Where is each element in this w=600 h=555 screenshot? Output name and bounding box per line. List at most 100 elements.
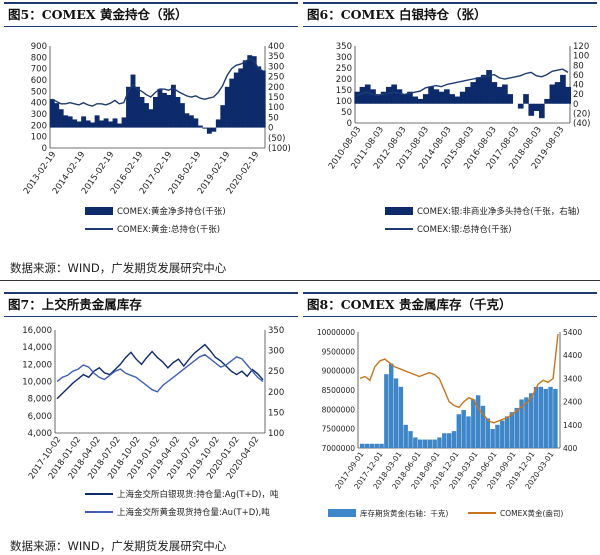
fig6-left-tick-label: 200 [336,75,352,85]
fig6-area-bar [380,91,387,104]
fig5-left-tick-label: 700 [31,65,47,75]
fig8-right-tick-label: 5400 [563,328,582,337]
fig7-series-line [56,353,264,393]
fig6-area-bar [359,86,366,104]
fig8-bar [495,424,500,448]
fig8-bar [437,437,442,448]
fig7-chart: 16,000 14,000 12,000 10,000 8,000 6,000 4,000 3… [22,326,284,518]
fig6-left-tick-label: 350 [336,42,352,52]
fig8-bar [553,388,558,448]
fig5-right-tick-label: 250 [268,73,284,83]
fig5-area-bar [117,123,122,128]
fig5-area-bar [108,121,114,128]
fig6-area-bar [560,74,566,104]
fig6-area-bar [486,70,492,104]
fig5-area-bar [251,56,257,128]
fig6-area-bar [422,94,429,104]
fig5-area-bar [139,97,145,128]
fig5-left-tick-label: 500 [31,87,47,97]
fig6-left-tick-label: 100 [336,97,352,107]
fig6-header: 图6：COMEX 白银持仓（张） [303,2,597,27]
fig5-area-bar [220,105,226,128]
fig5-area-bar [179,103,185,128]
fig8-bar [490,429,495,448]
fig5-area-bar [206,127,212,134]
fig8-bar [529,393,534,448]
fig5-legend-label: COMEX:黄金净多持仓(千张) [117,206,226,217]
fig8-bar [504,416,510,448]
fig5-left-tick-label: 200 [31,121,47,131]
fig7-right-tick-label: 200 [268,388,284,398]
fig5-left-tick-label: 800 [31,53,47,63]
fig5-area-bar [202,127,208,129]
fig5-header: 图5：COMEX 黄金持仓（张） [4,2,298,27]
fig8-bar [514,407,519,448]
fig6-area-bar [407,91,413,104]
fig5-series-line [51,57,264,107]
source-note-bottom: 数据来源：WIND，广发期货发展研究中心 [10,539,227,553]
fig7-legend-label: 上海金交所黄金现货持仓量:Au(T+D),吨 [117,507,270,518]
fig8-bar [374,443,379,448]
fig8-bar [422,439,428,448]
fig5-area-bar [81,116,87,128]
fig5-left-tick-label: 600 [31,76,47,86]
fig6-area-bar [549,84,556,104]
fig6-area-bar [538,103,545,119]
fig8-left-tick-label: 8000000 [322,405,356,414]
divider [0,280,600,281]
fig8-bar [417,439,423,448]
fig7-legend-label: 上海金交所白银现货:持仓量:Ag(T+D)，吨 [117,489,279,500]
fig6-left-tick-label: 0 [347,119,352,129]
fig8-bar [427,439,433,448]
fig5-right-tick-label: 150 [268,93,284,103]
fig5-area-bar [54,103,60,128]
fig6-area-bar [364,84,371,104]
fig6-area-bar [517,103,524,109]
fig6-chart: 350300250200150100500120100806040200(20)… [327,42,591,235]
fig8-bar [471,399,476,448]
fig6-area-bar [449,94,455,104]
fig6-left-tick-label: 150 [336,86,352,96]
fig6-area-bar [444,89,450,104]
fig6-area-bar [533,103,540,111]
fig8-bar [524,397,529,448]
fig5-area-bar [211,127,217,132]
fig8-left-tick-label: 10000000 [317,328,355,337]
fig7-left-tick-label: 16,000 [22,326,52,336]
fig8-bar [456,414,462,448]
fig8-bar [388,363,394,448]
fig5-area-bar [58,109,64,128]
fig8-legend-label: COMEX黄金(盎司) [500,508,563,518]
source-note-top: 数据来源：WIND，广发期货发展研究中心 [10,261,227,275]
fig5-area-bar [63,115,69,128]
fig5-area-bar [103,118,109,128]
fig8-bar [485,418,491,448]
fig6-area-bar [396,89,403,104]
fig6-area-bar [480,74,487,104]
fig5-area-bar [170,84,176,128]
fig5-right-tick-label: 300 [268,62,284,72]
fig6-right-tick-label: 0 [573,100,578,110]
fig5-right-tick-label: 200 [268,83,284,93]
fig5-area-bar [238,68,244,128]
fig6-area-bar [475,77,482,104]
fig8-right-tick-label: 3400 [563,374,582,383]
fig6-right-tick-label: (40) [573,119,590,129]
fig6-right-tick-label: 60 [573,71,584,81]
fig6-legend-label: COMEX:银:总持仓(千张) [417,224,512,235]
fig8-bar [548,386,553,448]
fig7-left-tick-label: 8,000 [28,395,52,405]
fig5-area-bar [72,119,78,128]
fig7-left-tick-label: 14,000 [22,343,52,353]
fig5-area-bar [76,121,82,128]
fig5-area-bar [184,113,190,128]
fig8-left-tick-label: 7000000 [322,444,356,453]
fig6-area-bar [386,86,392,104]
fig5-area-bar [224,86,230,128]
fig8-bar [533,386,539,448]
fig7-right-tick-label: 300 [268,347,284,357]
fig8-chart: 10000000 9500000 9000000 8500000 8000000 7500… [317,328,583,518]
fig8-bar [384,374,389,448]
fig8-left-tick-label: 9000000 [322,367,356,376]
fig5-left-tick-label: 900 [31,42,47,52]
